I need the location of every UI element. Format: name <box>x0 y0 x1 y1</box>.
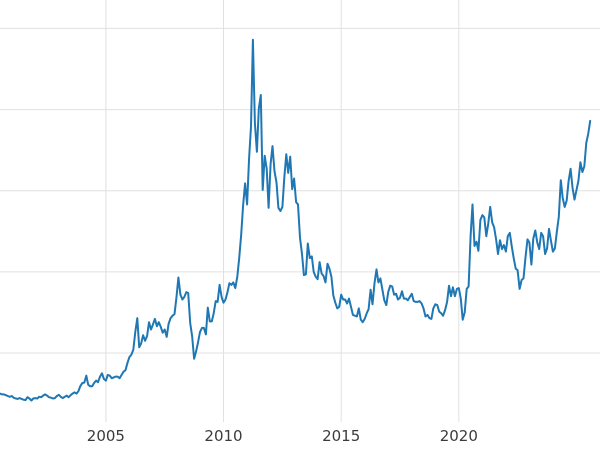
price-line <box>0 38 592 402</box>
x-tick-label: 2015 <box>322 427 360 445</box>
x-tick-label: 2020 <box>440 427 478 445</box>
x-tick-label: 2005 <box>87 427 125 445</box>
x-tick-label: 2010 <box>204 427 242 445</box>
